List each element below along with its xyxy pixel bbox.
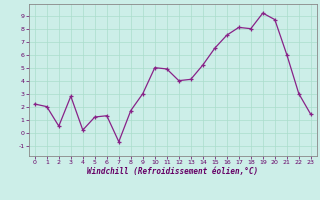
X-axis label: Windchill (Refroidissement éolien,°C): Windchill (Refroidissement éolien,°C) — [87, 167, 258, 176]
